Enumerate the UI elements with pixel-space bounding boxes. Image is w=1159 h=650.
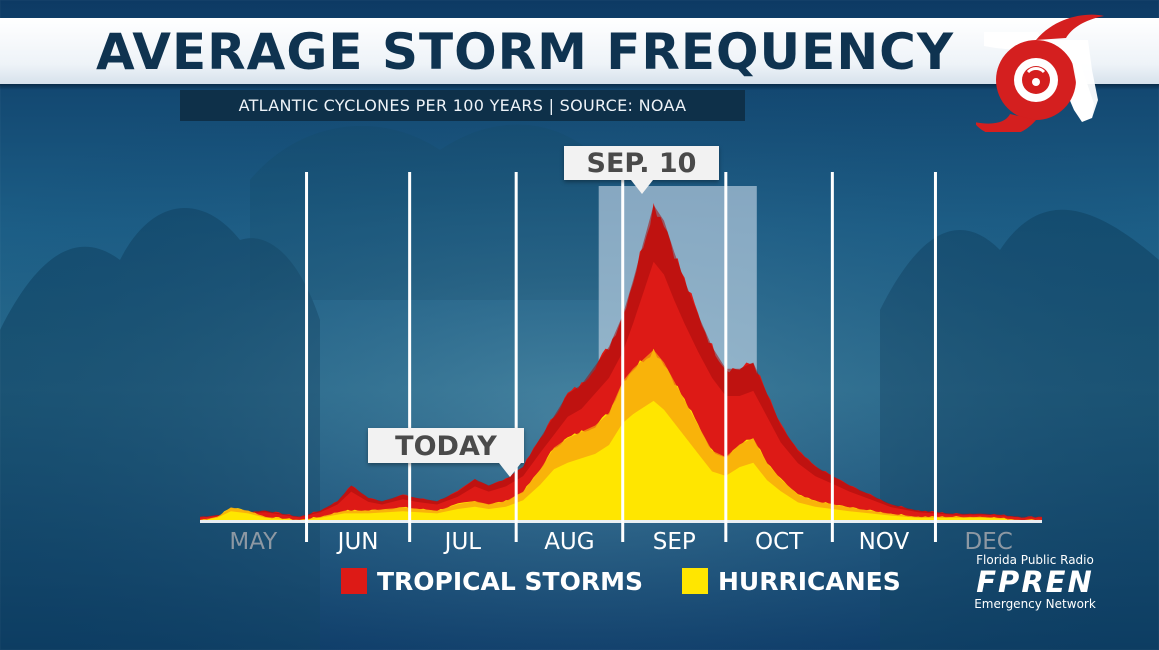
fpren-branding: Florida Public Radio FPREN Emergency Net…: [968, 553, 1102, 611]
hurricanes-swatch: [682, 568, 708, 594]
month-dividers: [305, 172, 937, 542]
page-title: AVERAGE STORM FREQUENCY: [96, 23, 955, 81]
tropical-storms-swatch: [341, 568, 367, 594]
hurricanes-legend-label: HURRICANES: [718, 566, 901, 596]
chart-baseline: [200, 520, 1042, 523]
today-pointer: [499, 463, 521, 477]
peak-pointer: [631, 180, 653, 194]
month-label-may: MAY: [229, 529, 278, 555]
fpren-logo-text: FPREN: [976, 565, 1094, 599]
month-label-jul: JUL: [443, 529, 482, 555]
tropical-storms-legend-label: TROPICAL STORMS: [377, 566, 643, 596]
today-callout: TODAY: [368, 428, 524, 477]
month-labels: MAY JUN JUL AUG SEP OCT NOV DEC: [229, 529, 1012, 555]
month-label-nov: NOV: [859, 529, 910, 555]
month-label-jun: JUN: [336, 529, 379, 555]
peak-callout: SEP. 10: [564, 146, 719, 194]
title-band: [0, 18, 1159, 84]
hurricanes-area: [200, 348, 1042, 520]
chart-subtitle: ATLANTIC CYCLONES PER 100 YEARS | SOURCE…: [180, 90, 745, 121]
fpren-tagline-bottom: Emergency Network: [974, 597, 1096, 611]
title-shadow: [0, 84, 1159, 90]
month-label-sep: SEP: [653, 529, 696, 555]
month-label-dec: DEC: [965, 529, 1013, 555]
fpren-tagline-top: Florida Public Radio: [976, 553, 1094, 567]
legend-tropical-storms: TROPICAL STORMS: [341, 566, 643, 596]
tropical-storms-area: [200, 203, 1042, 520]
month-label-oct: OCT: [755, 529, 804, 555]
legend-hurricanes: HURRICANES: [682, 566, 901, 596]
month-label-aug: AUG: [544, 529, 594, 555]
peak-label: SEP. 10: [586, 148, 697, 179]
today-label: TODAY: [395, 431, 497, 462]
florida-hurricane-logo: [976, 14, 1104, 132]
